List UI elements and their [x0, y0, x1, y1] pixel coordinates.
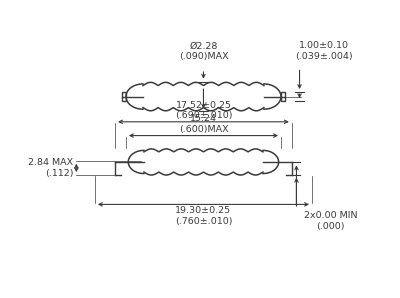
Text: Ø2.28
(.090)MAX: Ø2.28 (.090)MAX — [179, 41, 228, 61]
Text: 1.00±0.10
(.039±.004): 1.00±0.10 (.039±.004) — [296, 41, 353, 61]
Text: 17.52±0.25
(.690±.010): 17.52±0.25 (.690±.010) — [175, 100, 232, 120]
Text: 15.24
(.600)MAX: 15.24 (.600)MAX — [179, 114, 228, 134]
Text: 2x0.00 MIN
(.000): 2x0.00 MIN (.000) — [304, 211, 357, 231]
Text: 19.30±0.25
(.760±.010): 19.30±0.25 (.760±.010) — [175, 206, 232, 226]
Text: 2.84 MAX
(.112): 2.84 MAX (.112) — [28, 158, 73, 178]
